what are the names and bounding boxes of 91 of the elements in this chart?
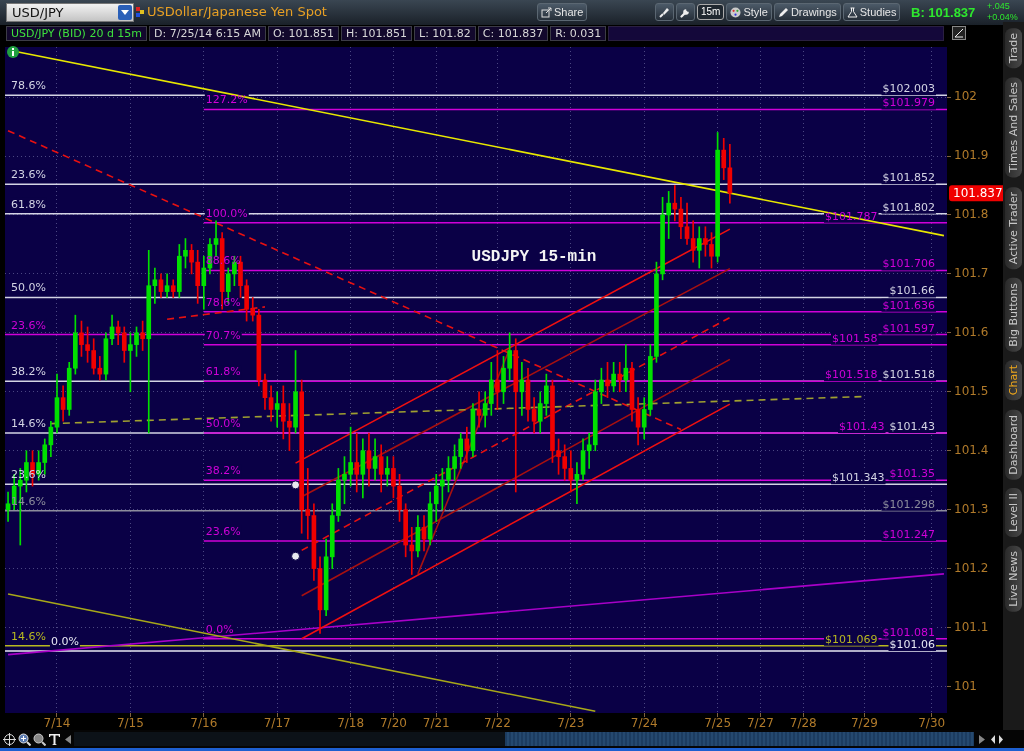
text: Share bbox=[554, 6, 584, 18]
annotation: 61.8% bbox=[11, 197, 46, 211]
text: L: 101.82 bbox=[414, 26, 476, 41]
ref-line-label: $101.298 bbox=[882, 497, 936, 511]
y-tick-label: 101.2 bbox=[954, 560, 989, 575]
y-tick-label: 101.7 bbox=[954, 266, 989, 281]
text: Times And Sales bbox=[1005, 77, 1022, 178]
text: Style bbox=[743, 6, 768, 18]
chart-subtitle: USDollar/Japanese Yen Spot bbox=[147, 4, 327, 19]
annotation: 23.6% bbox=[205, 524, 241, 538]
annotation: 0.0% bbox=[50, 635, 79, 649]
text: Big Buttons bbox=[1005, 277, 1022, 352]
text: O: 101.851 bbox=[267, 26, 340, 41]
ref-line-label: $101.43 bbox=[889, 420, 936, 434]
ref-line-label: $101.247 bbox=[882, 527, 936, 541]
text: Dashboard bbox=[1005, 409, 1022, 480]
text: Level II bbox=[1005, 488, 1022, 538]
y-tick-label: 101 bbox=[954, 678, 977, 693]
x-tick-label: 7/17 bbox=[263, 716, 291, 731]
text: 15m bbox=[697, 4, 725, 20]
chart-title: USD/JPY bbox=[12, 5, 64, 20]
ref-line-label: $101.706 bbox=[882, 257, 936, 271]
ref-line-label: $101.636 bbox=[882, 298, 936, 312]
text: Drawings bbox=[790, 6, 837, 18]
text: Active Trader bbox=[1005, 186, 1022, 269]
text: USD/JPY (BID) 20 d 15m bbox=[6, 26, 148, 41]
text: Chart bbox=[1005, 360, 1022, 401]
annotation: 78.6% bbox=[11, 79, 46, 93]
ref-line-label: $101.66 bbox=[889, 284, 936, 298]
annotation: 70.7% bbox=[205, 328, 241, 342]
text: R: 0.031 bbox=[550, 26, 607, 41]
ref-line-label: $102.003 bbox=[882, 82, 936, 96]
x-tick-label: 7/21 bbox=[422, 716, 450, 731]
annotation: 50.0% bbox=[205, 417, 241, 431]
ref-line-label: $101.852 bbox=[882, 171, 936, 185]
y-tick-label: 101.8 bbox=[954, 207, 989, 222]
symbol-field: USD/JPY bbox=[6, 3, 134, 22]
text: Trade bbox=[1005, 28, 1022, 69]
annotation: 38.2% bbox=[11, 365, 46, 379]
text: 101.837 bbox=[953, 185, 1003, 200]
annotation: 14.6% bbox=[11, 629, 46, 643]
ref-line-label: $101.343 bbox=[832, 471, 885, 485]
y-tick-label: 101.4 bbox=[954, 442, 989, 457]
text: D: 7/25/14 6:15 AM bbox=[149, 26, 266, 41]
annotation: 23.6% bbox=[11, 168, 46, 182]
y-tick-label: 101.5 bbox=[954, 383, 989, 398]
annotation: USDJPY 15-min bbox=[471, 248, 597, 266]
ref-line-label: $101.518 bbox=[882, 368, 936, 382]
annotation: 14.6% bbox=[11, 417, 46, 431]
x-tick-label: 7/29 bbox=[850, 716, 878, 731]
x-tick-label: 7/23 bbox=[557, 716, 585, 731]
y-tick-label: 101.9 bbox=[954, 148, 989, 163]
text: B: 101.837 bbox=[911, 5, 976, 20]
x-tick-label: 7/14 bbox=[43, 716, 71, 731]
ref-line-label: $101.06 bbox=[889, 638, 936, 652]
ref-line-label: $101.069 bbox=[825, 632, 878, 646]
text: Live News bbox=[1005, 546, 1022, 613]
ref-line-label: $101.802 bbox=[882, 200, 936, 214]
annotation: 38.2% bbox=[205, 464, 241, 478]
ref-line-label: $101.43 bbox=[839, 420, 885, 434]
text: +.045 bbox=[987, 1, 1010, 11]
text: C: 101.837 bbox=[477, 26, 549, 41]
annotation: 0.0% bbox=[205, 622, 234, 636]
ref-line-label: $101.081 bbox=[882, 625, 936, 639]
ref-line-label: $101.597 bbox=[882, 321, 936, 335]
text: H: 101.851 bbox=[341, 26, 413, 41]
text: +0.04% bbox=[987, 12, 1018, 22]
y-tick-label: 102 bbox=[954, 89, 977, 104]
x-tick-label: 7/27 bbox=[746, 716, 774, 731]
x-tick-label: 7/30 bbox=[918, 716, 946, 731]
x-tick-label: 7/15 bbox=[116, 716, 144, 731]
x-tick-label: 7/24 bbox=[630, 716, 658, 731]
x-tick-label: 7/18 bbox=[337, 716, 365, 731]
x-tick-label: 7/25 bbox=[704, 716, 732, 731]
annotation: 127.2% bbox=[205, 93, 248, 107]
annotation: 50.0% bbox=[11, 281, 46, 295]
x-tick-label: 7/22 bbox=[483, 716, 511, 731]
text: Studies bbox=[859, 6, 897, 18]
ref-line-label: $101.518 bbox=[825, 368, 878, 382]
y-tick-label: 101.1 bbox=[954, 619, 989, 634]
annotation: 61.8% bbox=[205, 365, 241, 379]
annotation: 23.6% bbox=[11, 318, 46, 332]
ref-line-label: $101.979 bbox=[882, 96, 936, 110]
x-tick-label: 7/16 bbox=[190, 716, 218, 731]
y-tick-label: 101.3 bbox=[954, 501, 989, 516]
ref-line-label: $101.35 bbox=[889, 467, 936, 481]
x-tick-label: 7/28 bbox=[789, 716, 817, 731]
y-tick-label: 101.6 bbox=[954, 324, 989, 339]
x-tick-label: 7/20 bbox=[379, 716, 407, 731]
ref-line-label: $101.58 bbox=[832, 331, 878, 345]
annotation: 100.0% bbox=[205, 206, 248, 220]
